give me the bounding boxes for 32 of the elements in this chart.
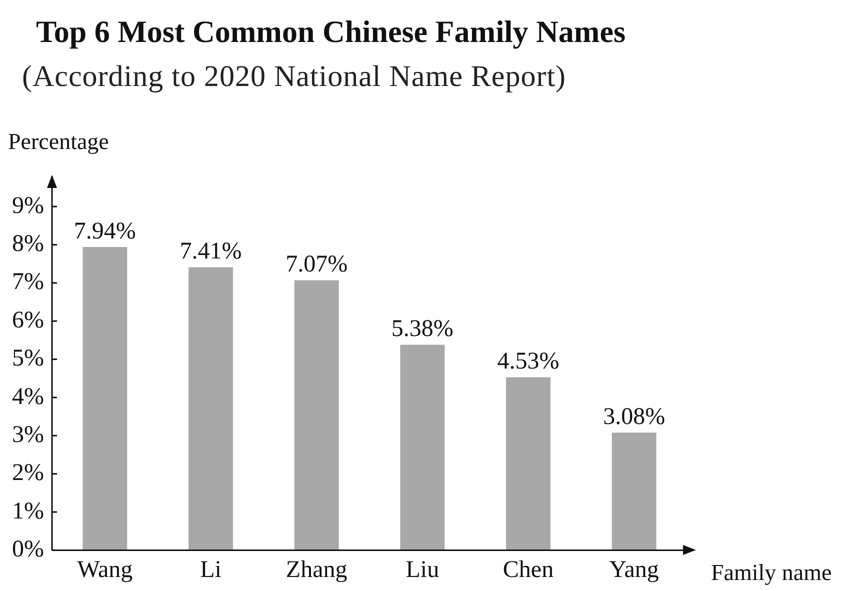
y-tick-label: 0%: [12, 536, 44, 562]
x-tick-label: Liu: [406, 556, 440, 583]
y-tick-label: 3%: [12, 422, 44, 448]
chart-subtitle: (According to 2020 National Name Report): [22, 60, 566, 94]
data-label: 5.38%: [391, 316, 454, 342]
x-tick-label: Li: [200, 556, 222, 583]
y-axis-title: Percentage: [8, 129, 109, 154]
bar: [506, 377, 550, 550]
y-tick-label: 2%: [12, 460, 44, 486]
bar: [188, 267, 233, 550]
bar: [612, 432, 656, 550]
y-tick-label: 4%: [12, 384, 44, 410]
x-axis-title: Family name: [711, 560, 832, 586]
data-label: 7.07%: [286, 252, 348, 278]
x-tick-label: Wang: [77, 556, 133, 583]
chart-title: Top 6 Most Common Chinese Family Names: [36, 14, 626, 50]
data-label: 7.41%: [180, 238, 242, 265]
bar: [294, 280, 339, 550]
bar: [400, 344, 445, 550]
y-tick-label: 1%: [12, 498, 44, 524]
bar: [82, 247, 128, 550]
x-tick-label: Yang: [609, 556, 659, 583]
y-tick-label: 6%: [12, 307, 44, 334]
x-tick-label: Zhang: [286, 556, 348, 583]
data-label: 4.53%: [497, 348, 560, 375]
y-tick-label: 7%: [12, 269, 44, 296]
x-tick-label: Chen: [502, 556, 554, 583]
y-tick-label: 9%: [12, 192, 44, 219]
data-label: 3.08%: [603, 404, 666, 430]
y-tick-label: 5%: [12, 346, 44, 372]
data-label: 7.94%: [74, 218, 136, 244]
y-tick-label: 8%: [12, 231, 44, 258]
